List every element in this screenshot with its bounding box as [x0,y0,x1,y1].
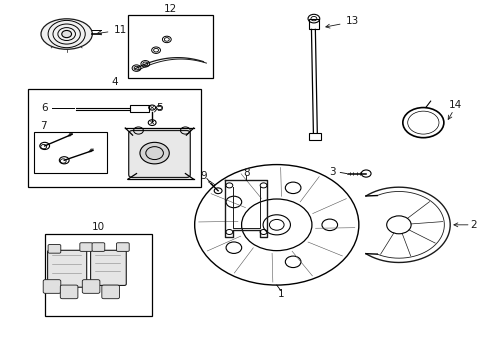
FancyBboxPatch shape [82,280,100,293]
Text: 14: 14 [448,100,462,111]
Text: 2: 2 [470,220,477,230]
Text: 1: 1 [277,289,284,299]
FancyBboxPatch shape [92,243,105,251]
Text: 8: 8 [243,168,250,178]
FancyBboxPatch shape [80,243,93,251]
FancyBboxPatch shape [129,131,190,177]
Text: 4: 4 [111,77,118,87]
FancyBboxPatch shape [43,280,61,293]
Bar [34,132,107,173]
Bar [45,234,152,316]
Text: 11: 11 [114,25,127,35]
Text: 10: 10 [92,222,105,232]
Circle shape [62,31,72,38]
Bar [128,15,213,78]
FancyBboxPatch shape [117,243,129,251]
Text: 3: 3 [330,167,336,177]
FancyBboxPatch shape [60,285,78,299]
Text: 13: 13 [346,17,359,27]
FancyBboxPatch shape [102,285,120,299]
Text: 7: 7 [40,121,47,131]
Bar [309,133,321,140]
Text: 9: 9 [200,171,207,181]
Bar [309,19,319,30]
Text: 12: 12 [164,4,177,14]
Circle shape [140,142,169,164]
FancyBboxPatch shape [48,250,87,287]
FancyBboxPatch shape [48,244,61,253]
Text: 6: 6 [41,103,48,113]
Bar [27,89,201,187]
FancyBboxPatch shape [91,250,126,285]
Bar [130,105,149,112]
Text: 5: 5 [156,103,163,113]
Ellipse shape [41,19,92,49]
